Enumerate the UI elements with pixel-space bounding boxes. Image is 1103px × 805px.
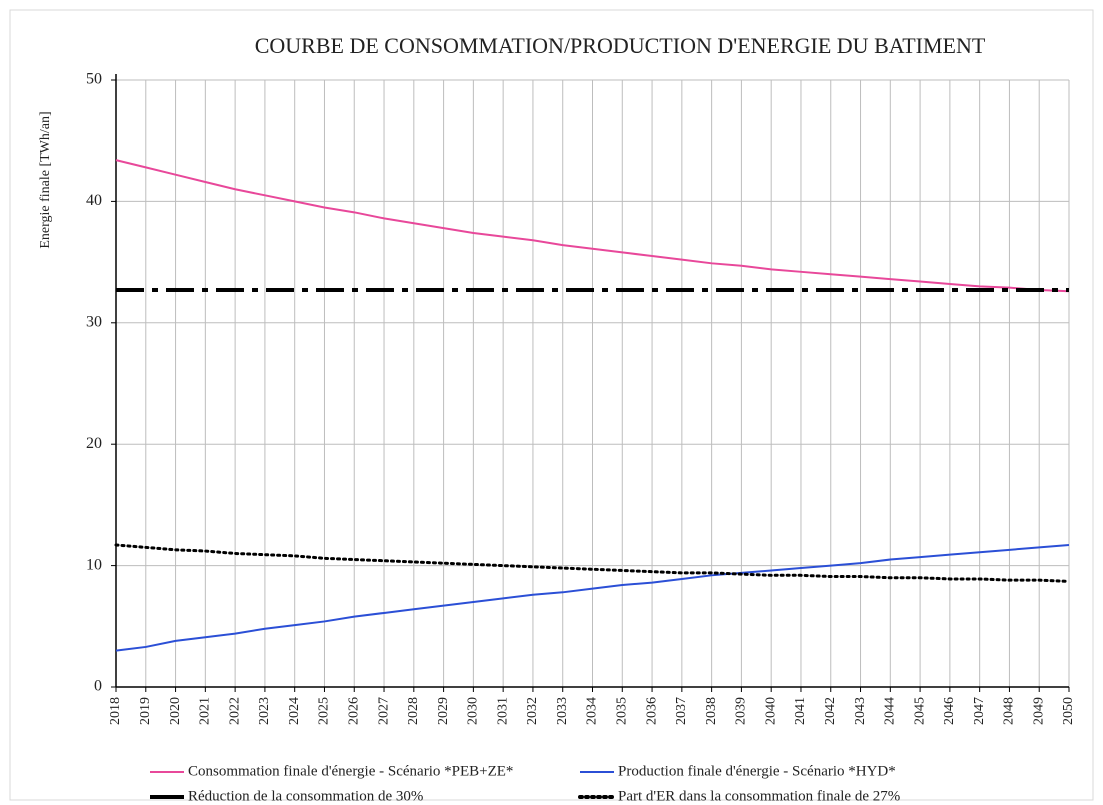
- y-tick-label: 20: [86, 435, 102, 452]
- x-tick-label: 2020: [168, 697, 183, 725]
- x-tick-label: 2041: [793, 697, 808, 725]
- legend-label: Consommation finale d'énergie - Scénario…: [188, 763, 513, 779]
- x-tick-label: 2035: [615, 697, 630, 725]
- x-tick-label: 2048: [1002, 697, 1017, 725]
- x-tick-label: 2028: [406, 697, 421, 725]
- x-tick-label: 2023: [257, 697, 272, 725]
- x-tick-label: 2032: [525, 697, 540, 725]
- legend-label: Part d'ER dans la consommation finale de…: [618, 788, 900, 804]
- series-line: [114, 543, 1071, 583]
- y-tick-label: 40: [86, 192, 102, 209]
- x-tick-label: 2026: [346, 697, 361, 725]
- x-tick-label: 2021: [198, 697, 213, 725]
- y-tick-label: 10: [86, 556, 102, 573]
- x-tick-label: 2040: [763, 697, 778, 725]
- x-tick-label: 2046: [942, 697, 957, 725]
- x-tick-label: 2031: [495, 697, 510, 725]
- x-tick-label: 2029: [436, 697, 451, 725]
- y-tick-label: 50: [86, 71, 102, 88]
- x-tick-label: 2044: [883, 697, 898, 725]
- x-tick-label: 2019: [138, 697, 153, 725]
- x-tick-label: 2039: [734, 697, 749, 725]
- x-tick-label: 2018: [108, 697, 123, 725]
- x-tick-label: 2034: [585, 697, 600, 725]
- y-tick-label: 0: [94, 678, 102, 695]
- x-tick-label: 2024: [287, 697, 302, 725]
- x-tick-label: 2025: [317, 697, 332, 725]
- x-tick-label: 2027: [376, 697, 391, 725]
- series-line: [115, 543, 1070, 652]
- x-tick-label: 2050: [1061, 697, 1076, 725]
- x-tick-label: 2047: [972, 697, 987, 725]
- x-tick-label: 2049: [1031, 697, 1046, 725]
- x-tick-label: 2043: [853, 697, 868, 725]
- chart-border: [9, 9, 1094, 801]
- legend-label: Production finale d'énergie - Scénario *…: [618, 763, 896, 779]
- legend-label: Réduction de la consommation de 30%: [188, 788, 423, 804]
- x-tick-label: 2042: [823, 697, 838, 725]
- y-axis-label: Energie finale [TWh/an]: [38, 111, 53, 248]
- x-tick-label: 2030: [466, 697, 481, 725]
- x-tick-label: 2036: [644, 697, 659, 725]
- x-tick-label: 2033: [555, 697, 570, 725]
- x-tick-label: 2037: [674, 697, 689, 725]
- x-tick-label: 2045: [912, 697, 927, 725]
- series-line: [115, 159, 1070, 293]
- chart-title: COURBE DE CONSOMMATION/PRODUCTION D'ENER…: [255, 33, 986, 58]
- x-tick-label: 2038: [704, 697, 719, 725]
- x-tick-label: 2022: [227, 697, 242, 725]
- y-tick-label: 30: [86, 313, 102, 330]
